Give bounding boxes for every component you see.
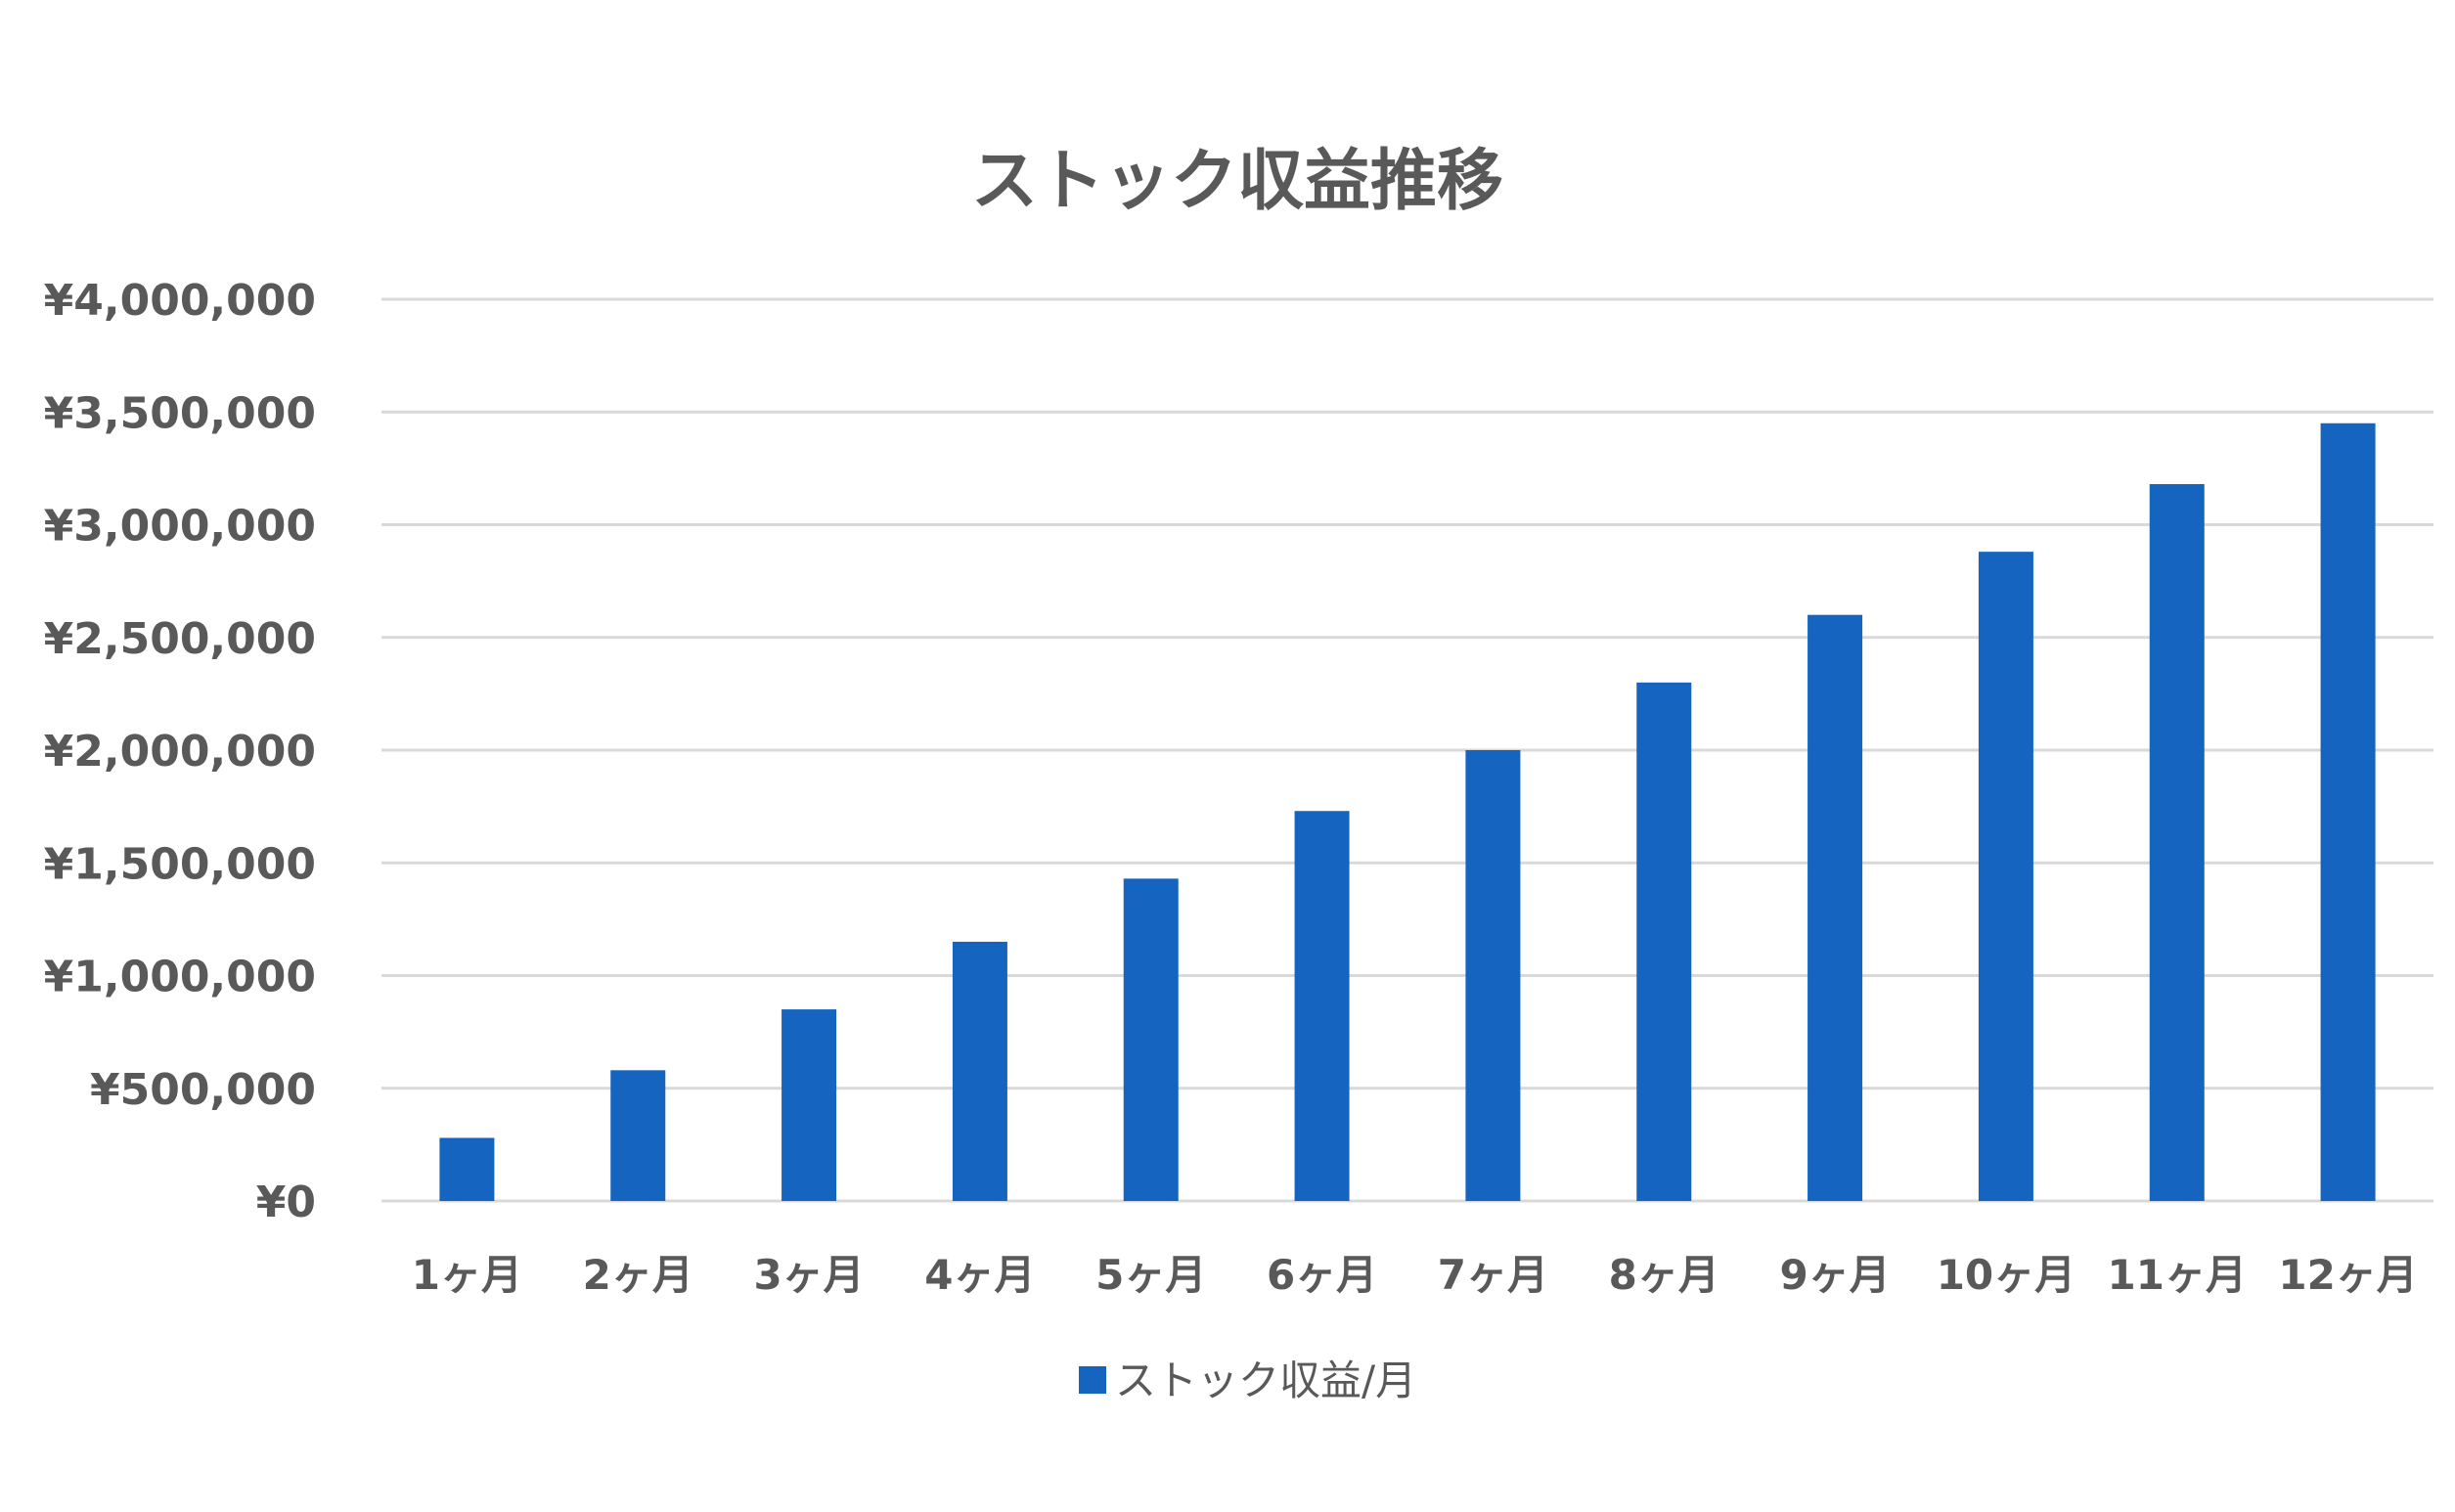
bar bbox=[2320, 422, 2376, 1201]
x-tick-label: 3ヶ月 bbox=[753, 1251, 864, 1299]
y-tick-label: ¥1,500,000 bbox=[44, 839, 316, 889]
bar bbox=[1123, 878, 1179, 1201]
bar bbox=[1636, 682, 1692, 1201]
y-tick-label: ¥3,500,000 bbox=[44, 388, 316, 438]
bar bbox=[439, 1137, 495, 1201]
x-tick-label: 6ヶ月 bbox=[1267, 1251, 1377, 1299]
bars bbox=[439, 422, 2376, 1201]
x-tick-label: 1ヶ月 bbox=[412, 1251, 522, 1299]
bar bbox=[2149, 484, 2205, 1201]
bar bbox=[781, 1009, 837, 1201]
bar bbox=[610, 1070, 666, 1201]
chart-title: ストック収益推移 bbox=[971, 143, 1503, 220]
x-tick-label: 9ヶ月 bbox=[1779, 1251, 1890, 1299]
x-tick-label: 5ヶ月 bbox=[1095, 1251, 1206, 1299]
bar bbox=[1294, 811, 1350, 1201]
gridlines bbox=[381, 297, 2433, 1203]
y-tick-label: ¥3,000,000 bbox=[44, 502, 316, 552]
y-tick-label: ¥4,000,000 bbox=[44, 276, 316, 326]
bar bbox=[1808, 614, 1863, 1201]
x-axis-tick-labels: 1ヶ月 2ヶ月 3ヶ月 4ヶ月 5ヶ月 6ヶ月 7ヶ月 8ヶ月 9ヶ月 10ヶ月 11ヶ月 12ヶ月 bbox=[412, 1251, 2418, 1299]
x-tick-label: 8ヶ月 bbox=[1609, 1251, 1719, 1299]
x-tick-label: 4ヶ月 bbox=[924, 1251, 1035, 1299]
y-axis-tick-labels: ¥0 ¥500,000 ¥1,000,000 ¥1,500,000 ¥2,000,000… bbox=[44, 276, 316, 1227]
y-tick-label: ¥500,000 bbox=[90, 1065, 316, 1115]
x-tick-label: 2ヶ月 bbox=[583, 1251, 693, 1299]
bar bbox=[1978, 552, 2033, 1201]
legend: ストック収益/月 bbox=[1079, 1356, 1416, 1404]
legend-swatch bbox=[1079, 1366, 1106, 1394]
x-tick-label: 11ヶ月 bbox=[2108, 1251, 2247, 1299]
y-tick-label: ¥0 bbox=[256, 1178, 316, 1227]
bar bbox=[1465, 750, 1521, 1201]
legend-label: ストック収益/月 bbox=[1115, 1356, 1416, 1404]
y-tick-label: ¥2,500,000 bbox=[44, 614, 316, 664]
bar bbox=[952, 941, 1007, 1201]
x-tick-label: 7ヶ月 bbox=[1438, 1251, 1548, 1299]
x-tick-label: 12ヶ月 bbox=[2278, 1251, 2417, 1299]
x-tick-label: 10ヶ月 bbox=[1937, 1251, 2076, 1299]
y-tick-label: ¥2,000,000 bbox=[44, 727, 316, 777]
y-tick-label: ¥1,000,000 bbox=[44, 953, 316, 1002]
